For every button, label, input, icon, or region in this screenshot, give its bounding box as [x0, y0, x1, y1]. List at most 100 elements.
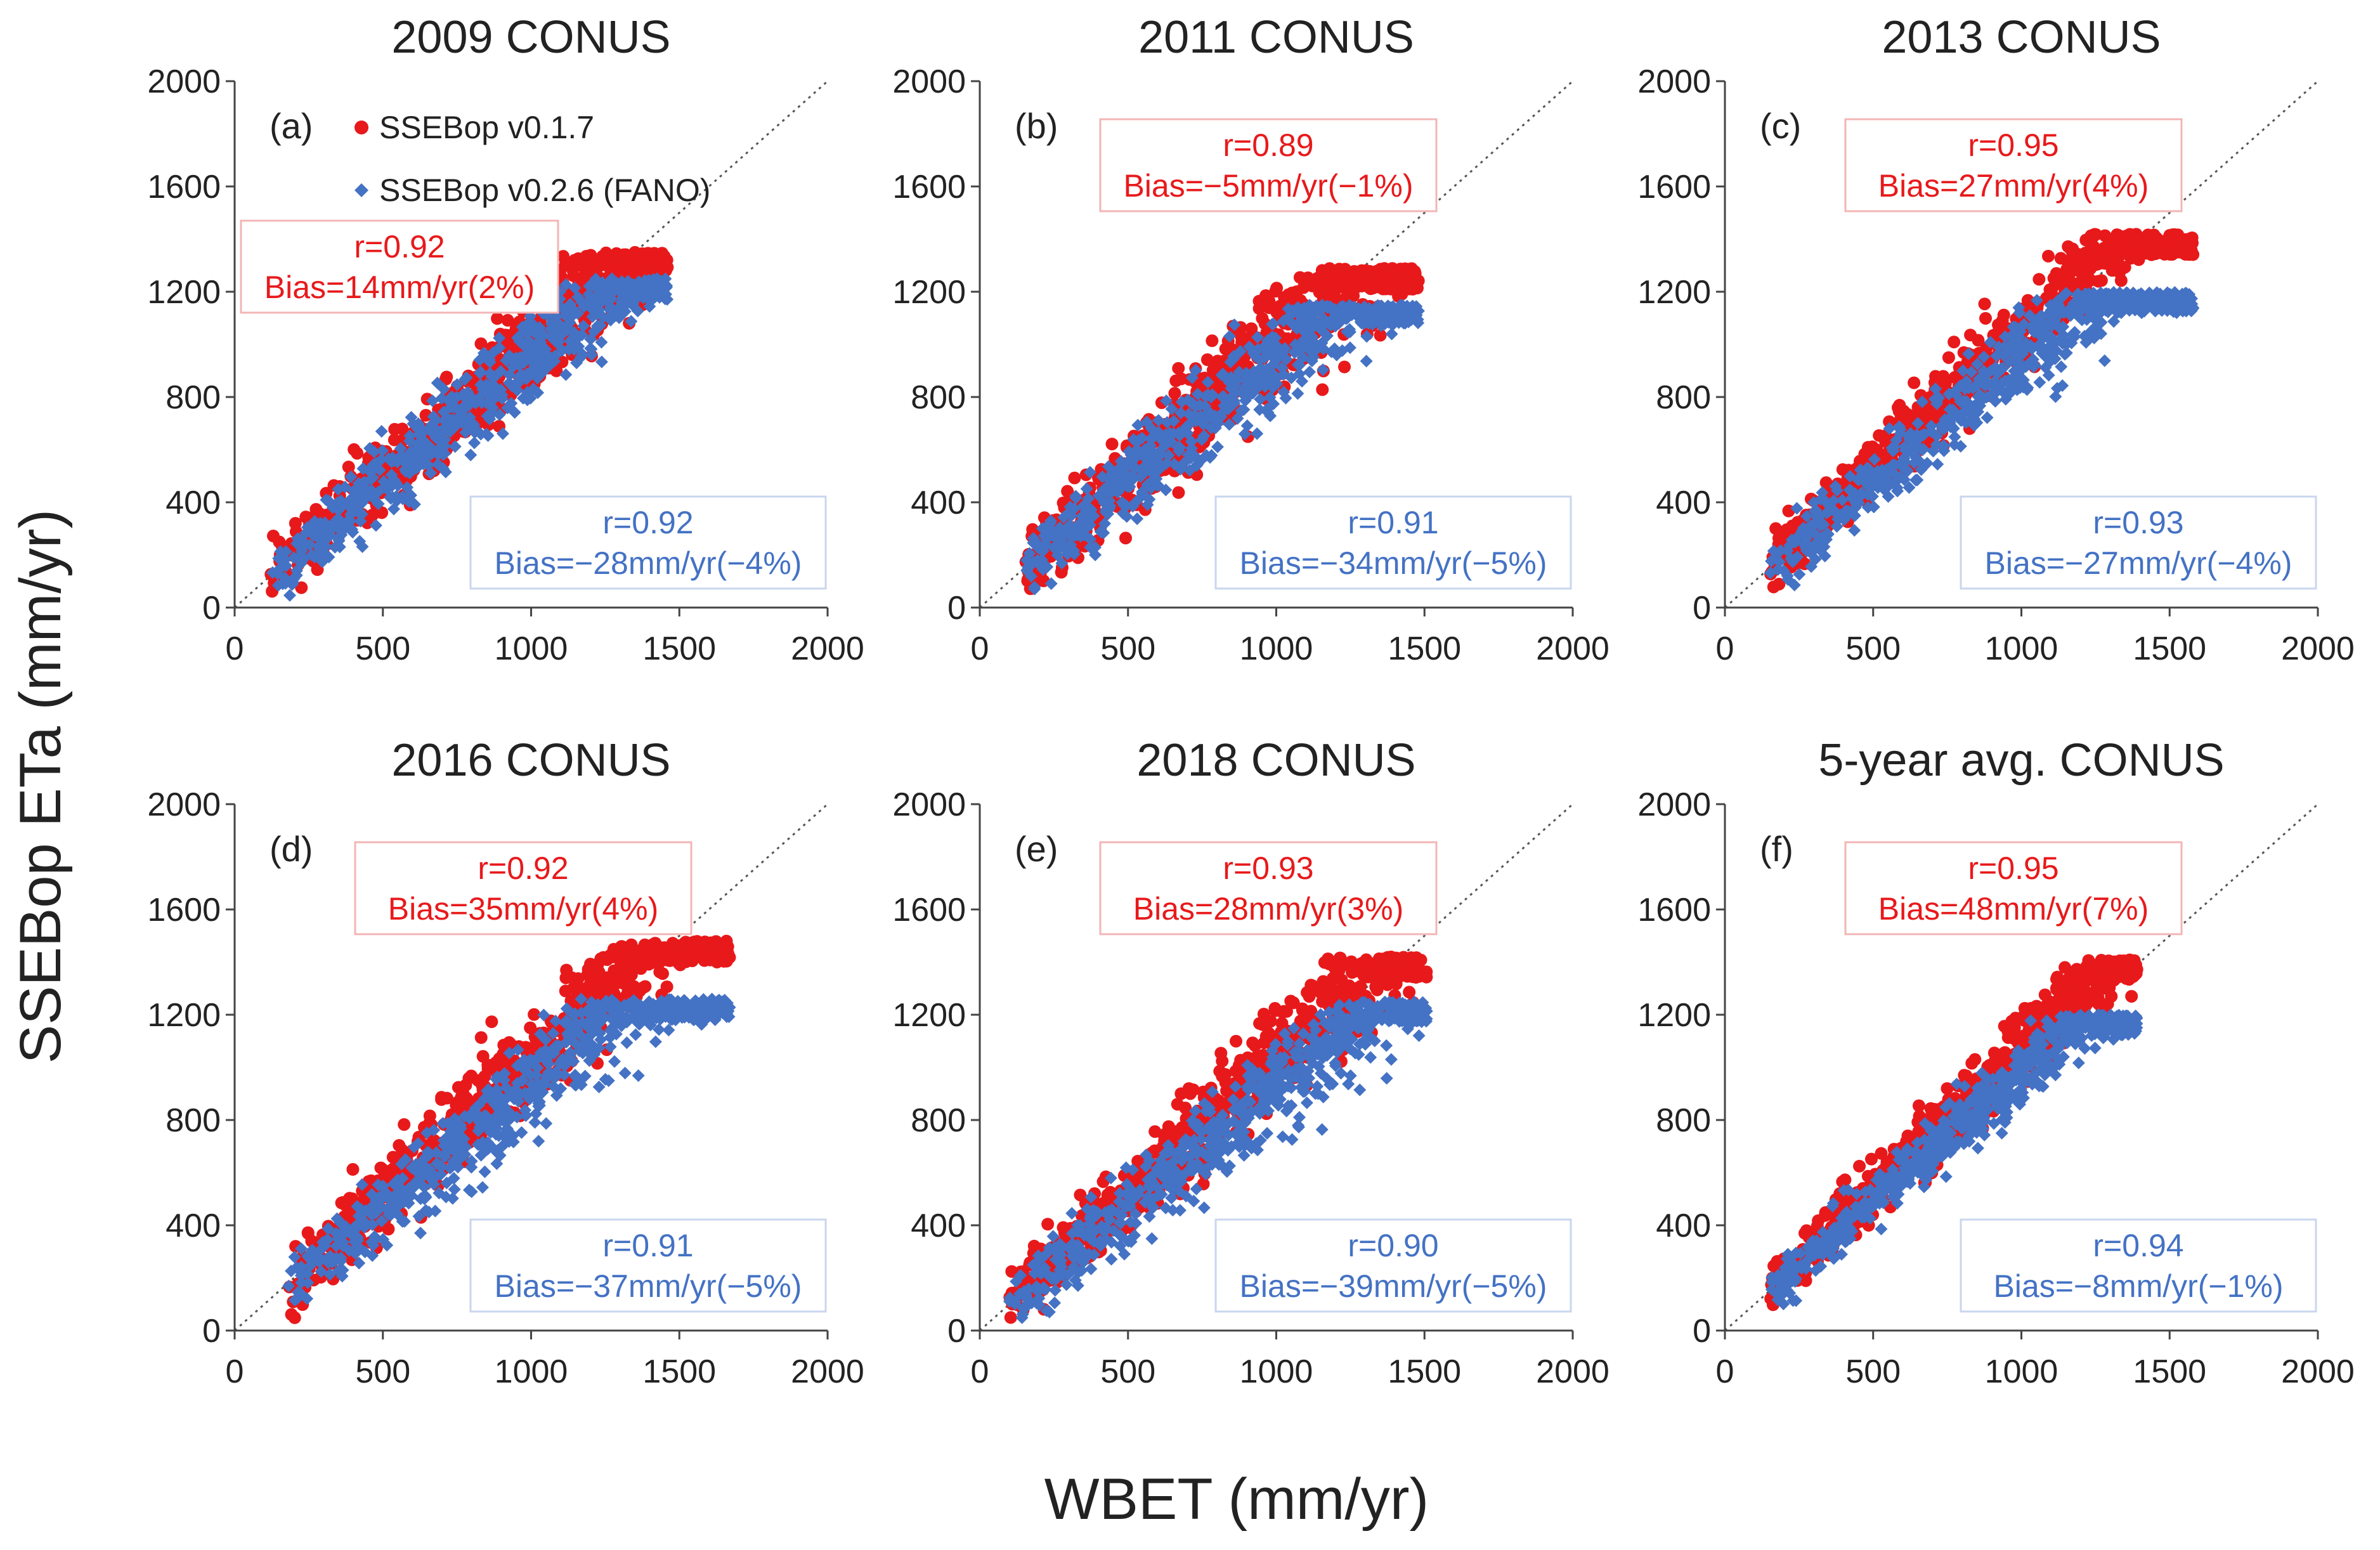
data-point: [508, 406, 521, 419]
data-point: [415, 422, 428, 435]
panel-label: (a): [270, 106, 313, 146]
data-point: [602, 280, 615, 294]
legend-series1-label: SSEBop v0.1.7: [379, 110, 594, 145]
data-point: [280, 559, 293, 573]
data-point: [480, 427, 493, 441]
data-point: [613, 968, 627, 981]
data-point: [1200, 353, 1214, 367]
data-point: [430, 431, 443, 445]
blue-r-value: r=0.93: [2093, 505, 2183, 540]
panel-title: 2011 CONUS: [1138, 12, 1414, 63]
data-point: [1303, 365, 1317, 379]
data-point: [413, 443, 426, 456]
data-point: [2049, 277, 2062, 290]
y-tick-label: 400: [911, 485, 966, 521]
data-point: [631, 304, 644, 318]
data-point: [295, 533, 308, 547]
data-point: [618, 305, 632, 318]
data-point: [523, 368, 536, 381]
data-point: [429, 414, 443, 427]
data-point: [635, 252, 648, 266]
data-point: [292, 550, 305, 564]
data-point: [353, 535, 367, 548]
data-point: [563, 341, 576, 355]
data-point: [1908, 376, 1921, 389]
data-point: [569, 305, 582, 318]
y-tick-label: 1200: [147, 274, 221, 311]
data-point: [489, 386, 502, 400]
data-point: [425, 423, 438, 436]
data-point: [2086, 248, 2099, 261]
data-point: [316, 545, 329, 559]
red-bias-value: Bias=27mm/yr(4%): [1878, 168, 2149, 204]
data-point: [464, 448, 478, 462]
data-point: [2032, 273, 2046, 286]
data-point: [352, 490, 365, 503]
legend-series2-label: SSEBop v0.2.6 (FANO): [379, 173, 710, 208]
data-point: [396, 422, 409, 436]
data-point: [387, 433, 401, 446]
data-point: [1378, 262, 1391, 275]
y-tick-label: 0: [947, 590, 966, 627]
data-point: [467, 436, 481, 450]
x-tick-label: 500: [355, 1353, 410, 1390]
data-point: [1256, 312, 1269, 325]
data-point: [595, 355, 608, 368]
x-tick-label: 1000: [495, 1353, 568, 1390]
data-point: [1316, 383, 1329, 396]
data-point: [584, 974, 597, 987]
data-point: [601, 289, 614, 302]
data-point: [1328, 280, 1341, 294]
data-point: [530, 327, 543, 341]
data-point: [1338, 360, 1351, 374]
data-point: [2152, 244, 2166, 257]
data-point: [448, 440, 462, 453]
data-point: [2164, 244, 2178, 257]
data-point: [661, 261, 674, 274]
red-bias-value: Bias=−5mm/yr(−1%): [1123, 168, 1413, 204]
data-point: [1259, 289, 1272, 303]
data-point: [1374, 329, 1387, 342]
data-point: [386, 479, 399, 492]
y-tick-label: 800: [166, 379, 221, 416]
blue-r-value: r=0.92: [602, 505, 693, 540]
data-point: [1338, 263, 1351, 276]
data-point: [1270, 282, 1284, 295]
data-point: [344, 470, 358, 483]
data-point: [1780, 523, 1793, 537]
data-point: [506, 360, 519, 374]
data-point: [2076, 268, 2090, 281]
data-point: [1359, 278, 1372, 291]
data-point: [474, 337, 488, 351]
data-point: [625, 315, 638, 328]
data-point: [372, 497, 385, 511]
data-point: [320, 493, 333, 507]
data-point: [1252, 302, 1266, 315]
data-point: [609, 307, 623, 320]
red-bias-value: Bias=14mm/yr(2%): [264, 270, 535, 305]
data-point: [1270, 306, 1284, 319]
data-point: [513, 335, 526, 348]
data-point: [493, 1052, 506, 1065]
data-point: [1401, 280, 1415, 293]
y-tick-label: 0: [1693, 590, 1711, 627]
data-point: [584, 249, 597, 262]
y-tick-label: 800: [166, 1102, 221, 1139]
data-point: [583, 958, 597, 971]
data-point: [332, 532, 345, 545]
x-tick-label: 1500: [2133, 630, 2206, 667]
data-point: [462, 394, 475, 408]
data-point: [445, 390, 458, 403]
data-point: [394, 442, 407, 455]
data-point: [346, 523, 359, 536]
data-point: [591, 277, 604, 290]
data-point: [646, 950, 659, 963]
data-point: [474, 1031, 488, 1044]
data-point: [305, 549, 318, 562]
data-point: [344, 514, 357, 528]
panel-label: (c): [1760, 106, 1801, 146]
data-point: [376, 444, 389, 457]
data-point: [1979, 311, 1993, 325]
